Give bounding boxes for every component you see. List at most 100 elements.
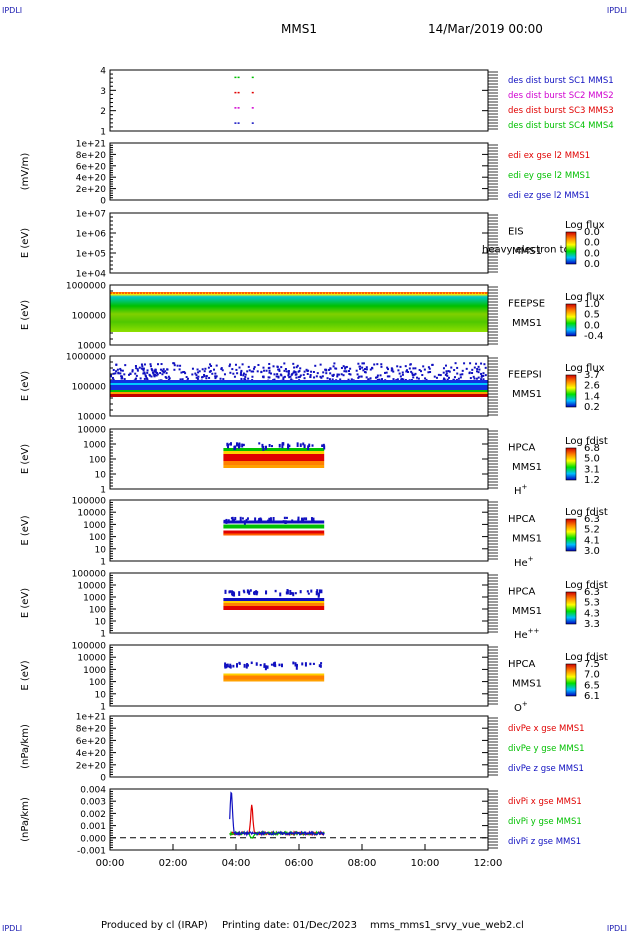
heatmap-speck bbox=[365, 376, 368, 379]
heatmap-speck bbox=[233, 592, 236, 597]
heatmap-speck bbox=[482, 374, 485, 377]
heatmap-speck bbox=[186, 377, 189, 380]
heatmap-speck bbox=[476, 370, 479, 373]
heatmap-speck bbox=[315, 375, 318, 378]
heatmap-speck bbox=[208, 370, 211, 373]
spacecraft-label: MMS1 bbox=[512, 462, 542, 473]
colorbar bbox=[565, 591, 577, 625]
heatmap-speck bbox=[433, 375, 436, 378]
heatmap-speck bbox=[407, 371, 410, 374]
heatmap-speck bbox=[295, 373, 298, 376]
heatmap-speck bbox=[119, 367, 122, 370]
heatmap-speck bbox=[381, 378, 384, 381]
y-tick-label: 100 bbox=[89, 456, 106, 466]
heatmap-speck bbox=[307, 592, 310, 595]
corner-label-top-left: IPDLI bbox=[2, 6, 23, 15]
heatmap-speck bbox=[310, 517, 313, 520]
heatmap-speck bbox=[307, 445, 310, 451]
y-tick-label: 1000 bbox=[83, 666, 106, 676]
heatmap-speck bbox=[292, 661, 295, 665]
heatmap-band bbox=[223, 603, 325, 606]
heatmap-speck bbox=[275, 375, 278, 378]
heatmap-band bbox=[223, 598, 325, 601]
heatmap-speck bbox=[290, 592, 293, 595]
data-point bbox=[237, 122, 240, 124]
heatmap-speck bbox=[297, 376, 300, 379]
y-tick-label: 4e+20 bbox=[76, 174, 107, 184]
colorbar-title: Log flux bbox=[565, 220, 605, 231]
spacecraft-label: MMS1 bbox=[512, 318, 542, 329]
heatmap-speck bbox=[115, 370, 118, 373]
heatmap-speck bbox=[326, 377, 329, 380]
legend-entry: divPe y gse MMS1 bbox=[508, 744, 585, 754]
instrument-label: HPCA bbox=[508, 587, 536, 598]
heatmap-speck bbox=[334, 367, 337, 370]
heatmap-speck bbox=[337, 373, 340, 376]
heatmap-speck bbox=[173, 362, 176, 365]
heatmap-speck bbox=[347, 378, 350, 381]
colorbar-tick-label: 4.1 bbox=[584, 535, 600, 546]
data-point bbox=[237, 76, 240, 79]
heatmap-speck bbox=[120, 375, 123, 378]
data-point bbox=[234, 76, 237, 79]
heatmap-speck bbox=[278, 443, 281, 448]
heatmap-speck bbox=[260, 370, 263, 373]
heatmap-speck bbox=[246, 370, 249, 373]
heatmap-speck bbox=[322, 443, 325, 446]
heatmap-speck bbox=[312, 662, 315, 665]
x-tick-label: 12:00 bbox=[474, 858, 503, 869]
heatmap-speck bbox=[162, 368, 165, 371]
heatmap-speck bbox=[369, 368, 372, 371]
y-tick-label: -0.001 bbox=[77, 847, 106, 857]
heatmap-speck bbox=[249, 589, 252, 592]
colorbar-title: Log flux bbox=[565, 363, 605, 374]
heatmap-speck bbox=[135, 367, 138, 370]
heatmap-speck bbox=[197, 375, 200, 378]
heatmap-speck bbox=[348, 372, 351, 375]
heatmap-speck bbox=[331, 378, 334, 381]
heatmap-speck bbox=[240, 369, 243, 372]
heatmap-speck bbox=[233, 445, 236, 451]
corner-label-bottom-right: IPDLI bbox=[606, 924, 627, 933]
heatmap-speck bbox=[128, 373, 131, 376]
heatmap-speck bbox=[390, 369, 393, 372]
heatmap-speck bbox=[293, 370, 296, 373]
heatmap-speck bbox=[143, 372, 146, 375]
colorbar bbox=[565, 518, 577, 552]
y-tick-label: 4 bbox=[100, 67, 106, 77]
species-charge: + bbox=[522, 700, 528, 708]
heatmap-speck bbox=[262, 366, 265, 369]
overlay-label: heavy electron to bbox=[482, 245, 570, 256]
y-tick-label: 4e+20 bbox=[76, 749, 107, 759]
heatmap-speck bbox=[145, 375, 148, 378]
heatmap-speck bbox=[234, 363, 237, 366]
heatmap-speck bbox=[386, 375, 389, 378]
heatmap-speck bbox=[418, 368, 421, 371]
heatmap-speck bbox=[297, 370, 300, 373]
heatmap-speck bbox=[265, 591, 268, 595]
heatmap-speck bbox=[314, 364, 317, 367]
heatmap-speck bbox=[476, 368, 479, 371]
heatmap-speck bbox=[443, 378, 446, 381]
y-tick-label: 1 bbox=[100, 486, 106, 496]
heatmap-speck bbox=[154, 370, 157, 373]
heatmap-speck bbox=[287, 445, 290, 450]
x-tick-label: 10:00 bbox=[411, 858, 440, 869]
y-tick-label: 100 bbox=[89, 678, 106, 688]
panel-frame bbox=[109, 499, 489, 562]
heatmap-speck bbox=[287, 372, 290, 375]
heatmap-speck bbox=[477, 376, 480, 379]
heatmap-speck bbox=[333, 362, 336, 365]
heatmap-speck bbox=[295, 665, 298, 670]
spacecraft-label: MMS1 bbox=[512, 678, 542, 689]
heatmap-speck bbox=[328, 378, 331, 381]
heatmap-speck bbox=[235, 442, 238, 447]
heatmap-speck bbox=[321, 375, 324, 378]
heatmap-speck bbox=[457, 377, 460, 380]
y-axis-label: E (eV) bbox=[20, 660, 31, 690]
heatmap-speck bbox=[246, 664, 249, 667]
spacecraft-label: MMS1 bbox=[512, 606, 542, 617]
y-axis-label: E (eV) bbox=[20, 300, 31, 330]
instrument-label: FEEPSE bbox=[508, 299, 545, 310]
heatmap-speck bbox=[111, 376, 114, 379]
